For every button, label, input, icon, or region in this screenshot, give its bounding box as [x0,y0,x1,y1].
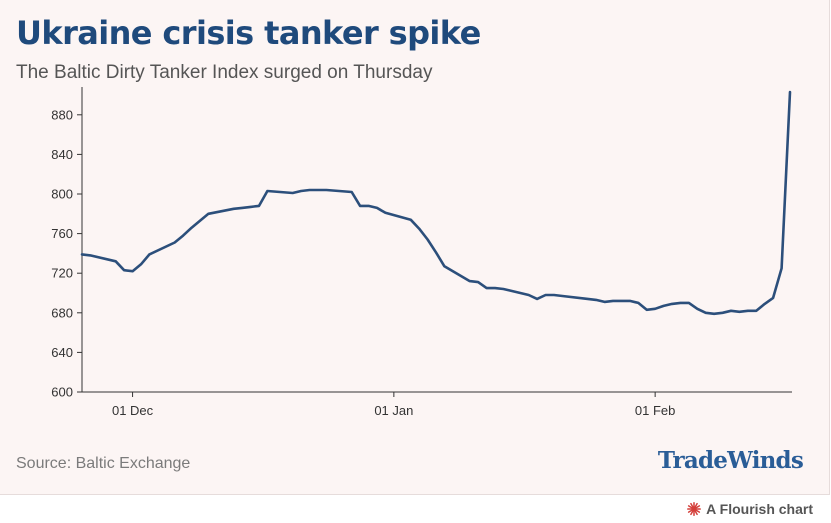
x-tick-label: 01 Jan [374,403,413,418]
y-tick-label: 800 [51,187,73,202]
flourish-ray [695,505,701,509]
y-tick-label: 760 [51,226,73,241]
y-tick-label: 680 [51,305,73,320]
series-group [80,90,792,316]
y-tick-label: 840 [51,147,73,162]
y-axis: 600 640 680 720 760 800 840 880 [51,87,83,400]
flourish-ray [694,502,699,508]
tradewinds-logo[interactable]: TradeWinds [657,447,804,474]
y-tick-label: 640 [51,345,73,360]
chart-title: Ukraine crisis tanker spike [16,14,481,52]
flourish-center [692,507,697,511]
chart-card: Ukraine crisis tanker spike The Baltic D… [0,0,830,495]
flourish-ray [688,505,694,509]
flourish-ray [694,510,699,516]
flourish-ray [690,502,694,508]
flourish-credit-label: A Flourish chart [706,501,813,517]
x-tick-label: 01 Feb [635,403,675,418]
flourish-ray [695,509,701,513]
y-tick-label: 880 [51,107,73,122]
flourish-credit-link[interactable]: A Flourish chart [687,501,813,517]
series-line [80,90,792,316]
flourish-logo-icon [687,502,702,516]
x-axis: 01 Dec 01 Jan 01 Feb [82,391,792,418]
x-tick-label: 01 Dec [112,403,154,418]
y-tick-label: 600 [51,385,73,400]
source-note: Source: Baltic Exchange [16,455,191,472]
chart-subtitle: The Baltic Dirty Tanker Index surged on … [16,62,433,83]
flourish-ray [690,510,694,516]
flourish-ray [688,509,694,513]
y-tick-label: 720 [51,266,73,281]
